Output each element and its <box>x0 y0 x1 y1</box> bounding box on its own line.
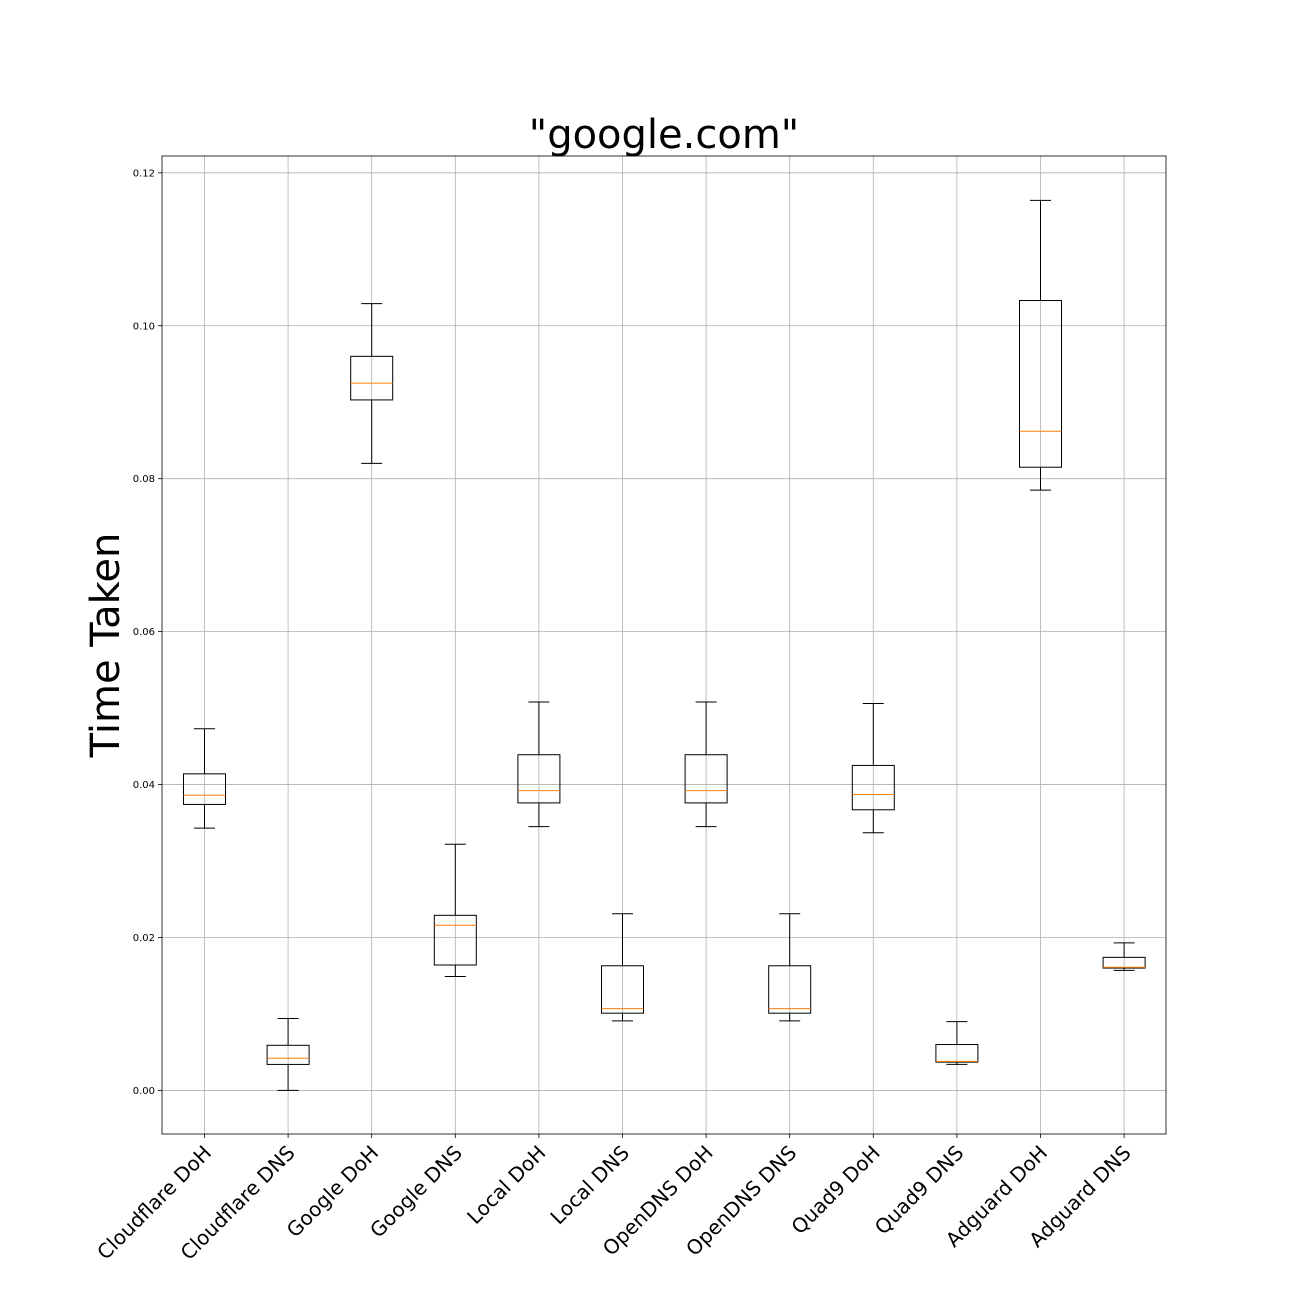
y-tick-label: 0.10 <box>133 321 155 332</box>
gridlines <box>162 156 1166 1134</box>
box-plot-quad9-dns <box>935 1021 979 1065</box>
box-plot-opendns-dns <box>768 913 812 1022</box>
iqr-box <box>1019 300 1062 468</box>
y-tick-label: 0.04 <box>133 780 155 791</box>
y-tick-label: 0.06 <box>133 627 155 638</box>
box-plot-cloudflare-dns <box>266 1018 310 1091</box>
box-plot-local-dns <box>601 913 644 1022</box>
box-plot-adguard-dns <box>1102 942 1146 971</box>
iqr-box <box>433 914 477 966</box>
box-plot-cloudflare-doh <box>183 728 226 829</box>
chart-title: "google.com" <box>529 112 799 158</box>
iqr-box <box>851 764 895 811</box>
y-tick-label: 0.02 <box>133 933 155 944</box>
box-plot-opendns-doh <box>684 701 728 828</box>
boxes <box>183 199 1146 1091</box>
iqr-box <box>266 1044 310 1065</box>
plot-frame <box>161 155 1167 1135</box>
iqr-box <box>601 965 644 1014</box>
iqr-box <box>183 773 226 805</box>
iqr-box <box>350 355 394 401</box>
y-tick-label: 0.00 <box>133 1086 155 1097</box>
y-tick-label: 0.12 <box>133 168 155 179</box>
box-plot-google-doh <box>350 303 394 464</box>
iqr-box <box>768 965 812 1014</box>
box-plot-google-dns <box>433 843 477 977</box>
box-plot-adguard-doh <box>1019 199 1062 491</box>
iqr-box <box>517 754 561 804</box>
iqr-box <box>684 754 728 804</box>
y-tick-label: 0.08 <box>133 474 155 485</box>
box-plot-local-doh <box>517 701 561 828</box>
box-plot-quad9-doh <box>851 702 895 834</box>
y-axis-label: Time Taken <box>83 533 129 759</box>
iqr-box <box>935 1044 979 1063</box>
iqr-box <box>1102 956 1146 969</box>
